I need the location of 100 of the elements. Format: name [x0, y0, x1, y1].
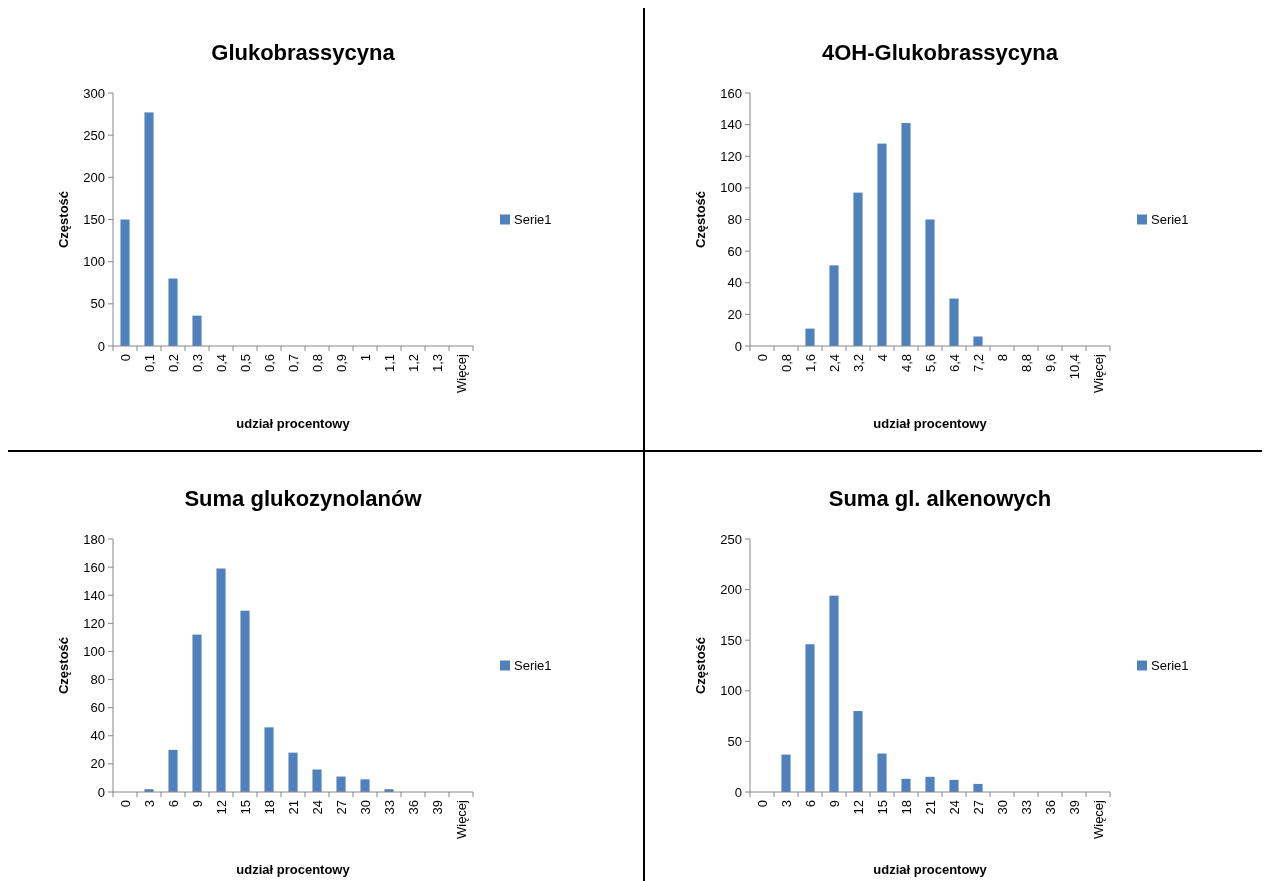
x-tick-label: 39 [429, 800, 445, 815]
x-tick-label: 15 [237, 800, 253, 815]
legend-label: Serie1 [1151, 658, 1189, 674]
y-axis-title: Częstość [56, 190, 71, 249]
chart-title: Suma glukozynolanów [184, 486, 423, 511]
bar [216, 568, 226, 792]
x-tick-label: 18 [898, 800, 914, 815]
x-tick-label: 3 [778, 800, 794, 808]
x-tick-label: 2,4 [826, 354, 842, 373]
y-tick-label: 150 [83, 212, 105, 228]
y-tick-label: 50 [727, 733, 742, 749]
y-tick-label: 20 [90, 756, 105, 772]
x-tick-label: 4,8 [898, 354, 914, 373]
x-tick-label: 0 [117, 800, 133, 808]
bar [805, 328, 815, 346]
y-tick-label: 50 [90, 296, 105, 312]
x-tick-label: 39 [1066, 800, 1082, 815]
x-tick-label: 6,4 [946, 354, 962, 373]
x-tick-label: 9 [189, 800, 205, 808]
y-tick-label: 250 [83, 127, 105, 143]
y-tick-label: 100 [720, 683, 742, 699]
x-tick-label: 0,8 [778, 354, 794, 373]
x-tick-label: Więcej [453, 799, 469, 840]
bar [925, 219, 935, 346]
y-tick-label: 80 [727, 212, 742, 228]
y-tick-label: 200 [720, 582, 742, 598]
x-tick-label: 36 [1042, 800, 1058, 815]
x-tick-label: 24 [946, 800, 962, 815]
x-axis-title: udział procentowy [236, 416, 351, 431]
bar [949, 298, 959, 346]
x-tick-label: 3,2 [850, 354, 866, 373]
y-axis-title: Częstość [693, 190, 708, 249]
chart-title: Suma gl. alkenowych [828, 486, 1052, 511]
x-tick-label: 0,7 [285, 354, 301, 373]
bar [192, 315, 202, 346]
bar [168, 278, 178, 346]
x-tick-label: 1,2 [405, 354, 421, 373]
x-tick-label: 1 [357, 354, 373, 362]
bar [805, 644, 815, 792]
x-tick-label: 6 [802, 800, 818, 808]
x-tick-label: 1,1 [381, 354, 397, 373]
x-tick-label: 0,8 [309, 354, 325, 373]
x-tick-label: 1,6 [802, 354, 818, 373]
bar [264, 727, 274, 792]
x-tick-label: 9 [826, 800, 842, 808]
y-tick-label: 60 [90, 700, 105, 716]
bar [144, 112, 154, 346]
bar [973, 783, 983, 792]
y-axis-title: Częstość [693, 636, 708, 695]
bar [240, 610, 250, 792]
legend-label: Serie1 [1151, 212, 1189, 228]
bar [925, 776, 935, 792]
bar [901, 123, 911, 346]
bar [829, 595, 839, 792]
x-tick-label: 0,5 [237, 354, 253, 373]
x-tick-label: 12 [213, 800, 229, 815]
y-tick-label: 60 [727, 243, 742, 259]
x-tick-label: 0 [754, 800, 770, 808]
x-tick-label: 24 [309, 800, 325, 815]
x-tick-label: 18 [261, 800, 277, 815]
x-tick-label: Więcej [1090, 799, 1106, 840]
x-tick-label: 4 [874, 354, 890, 362]
x-tick-label: 0 [754, 354, 770, 362]
x-tick-label: 3 [141, 800, 157, 808]
bar [781, 754, 791, 792]
x-tick-label: Więcej [1090, 353, 1106, 394]
x-tick-label: 21 [922, 800, 938, 815]
chart-title: Glukobrassycyna [211, 40, 396, 65]
y-tick-label: 20 [727, 306, 742, 322]
bar [120, 219, 130, 346]
bar [877, 753, 887, 792]
x-tick-label: 0,9 [333, 354, 349, 373]
x-tick-label: 33 [1018, 800, 1034, 815]
y-tick-label: 120 [83, 615, 105, 631]
bar [949, 779, 959, 792]
y-tick-label: 40 [727, 275, 742, 291]
y-tick-label: 40 [90, 728, 105, 744]
bar [192, 634, 202, 792]
bar [853, 192, 863, 346]
x-tick-label: 9,6 [1042, 354, 1058, 373]
bar [877, 143, 887, 346]
x-tick-label: 15 [874, 800, 890, 815]
bar [336, 776, 346, 792]
y-tick-label: 100 [83, 643, 105, 659]
x-axis-title: udział procentowy [873, 862, 988, 877]
x-tick-label: 6 [165, 800, 181, 808]
x-tick-label: 7,2 [970, 354, 986, 373]
x-tick-label: 5,6 [922, 354, 938, 373]
y-tick-label: 100 [83, 254, 105, 270]
x-tick-label: 30 [357, 800, 373, 815]
x-tick-label: 10,4 [1066, 354, 1082, 380]
x-tick-label: 36 [405, 800, 421, 815]
x-axis-title: udział procentowy [236, 862, 351, 877]
bar [853, 711, 863, 792]
x-tick-label: 0,2 [165, 354, 181, 373]
x-tick-label: 21 [285, 800, 301, 815]
x-tick-label: 0,1 [141, 354, 157, 373]
x-tick-label: 12 [850, 800, 866, 815]
chart-title: 4OH-Glukobrassycyna [822, 40, 1059, 65]
x-tick-label: 8 [994, 354, 1010, 362]
